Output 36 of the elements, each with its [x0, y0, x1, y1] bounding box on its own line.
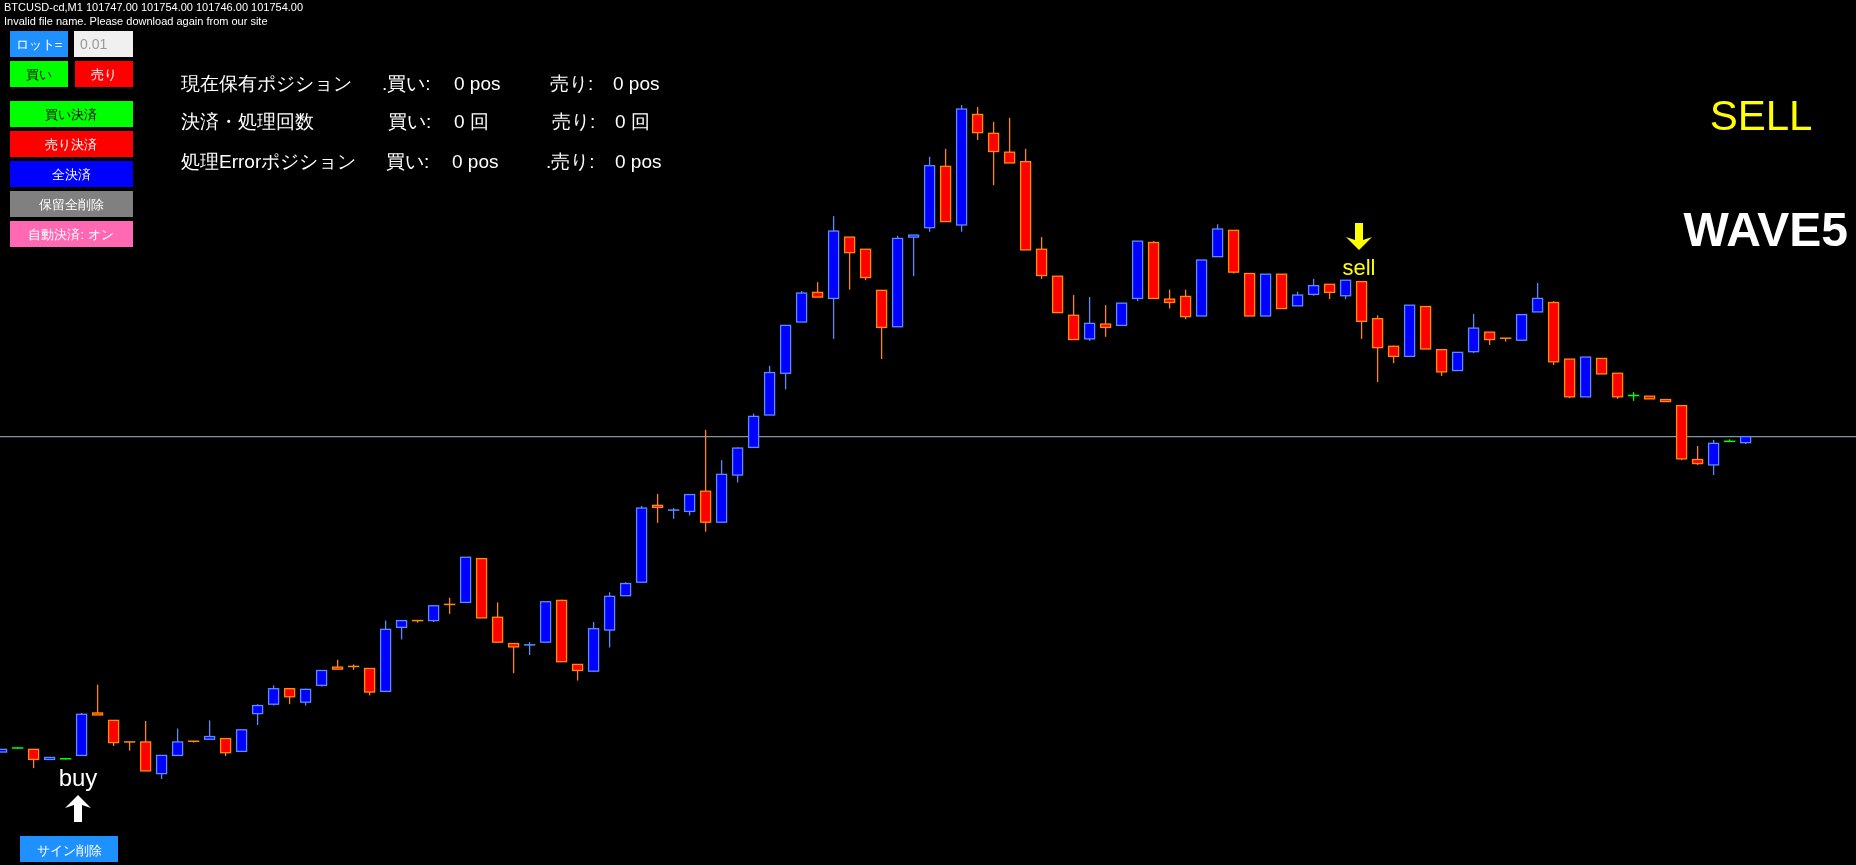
annotation: sell	[1342, 255, 1376, 280]
annotation: SELL	[1709, 92, 1813, 139]
annotation: 0.01	[74, 31, 133, 57]
annotation: 売り:	[552, 111, 596, 132]
annotation: 0 pos	[613, 73, 660, 94]
annotation: 全決済	[51, 167, 91, 182]
annotation: 買い:	[386, 151, 430, 172]
annotation: Invalid file name. Please download again from our site	[4, 15, 268, 27]
annotation: 買い:	[388, 111, 432, 132]
annotation: 売り:	[550, 73, 594, 94]
annotation: WAVE5	[1683, 203, 1848, 256]
annotation: 売り決済	[45, 137, 97, 152]
annotation: 買い決済	[10, 101, 133, 127]
annotation: 自動決済: オン	[10, 221, 133, 247]
annotation: 買い	[10, 61, 68, 87]
annotation: 売り決済	[10, 131, 133, 157]
annotation: 全決済	[10, 161, 133, 187]
annotation: 0 回	[615, 111, 650, 132]
annotation: 保留全削除	[10, 191, 133, 217]
annotation: 売り	[75, 61, 133, 87]
annotation: サイン削除	[20, 836, 118, 862]
annotation: ロット=	[10, 31, 68, 57]
annotation: 0 pos	[615, 151, 662, 172]
annotation: 買い決済	[45, 107, 97, 122]
annotation: .買い:	[382, 73, 431, 94]
annotation: 現在保有ポジション	[181, 73, 352, 94]
annotation: 保留全削除	[38, 197, 104, 212]
annotation: .売り:	[546, 151, 595, 172]
annotation: 0 pos	[454, 73, 501, 94]
annotation: 決済・処理回数	[181, 111, 314, 132]
annotation: BTCUSD-cd,M1 101747.00 101754.00 101746.00 101754.00	[4, 1, 304, 13]
annotation: 0 pos	[452, 151, 499, 172]
annotation: 処理Errorポジション	[181, 151, 357, 172]
annotation: 自動決済: オン	[28, 227, 114, 242]
annotation: 0 回	[454, 111, 489, 132]
annotation: buy	[58, 764, 98, 791]
